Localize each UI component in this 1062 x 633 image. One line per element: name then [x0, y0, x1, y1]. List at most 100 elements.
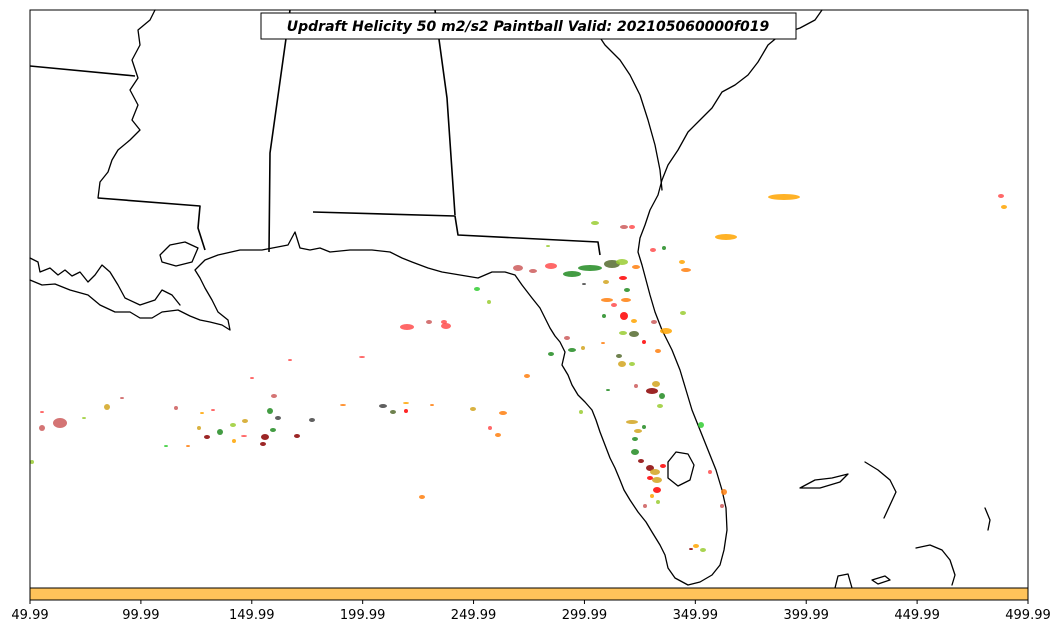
paintball-cell [261, 434, 269, 440]
paintball-cell [564, 336, 570, 340]
paintball-cell [186, 445, 190, 447]
paintball-cell [662, 246, 666, 250]
paintball-cell [689, 548, 693, 550]
cuba-north-coast [834, 573, 853, 589]
paintball-cell [582, 283, 586, 285]
paintball-cell [581, 346, 585, 350]
bahamas-abaco [864, 461, 897, 519]
paintball-cell [271, 394, 277, 398]
map-area [29, 9, 1007, 589]
paintball-cell [568, 348, 576, 352]
paintball-cell [629, 362, 635, 366]
paintball-cell [250, 377, 254, 379]
paintball-cell [657, 404, 663, 408]
paintball-cell [638, 459, 644, 463]
paintball-cell [230, 423, 236, 427]
colorbar-tick-label: 349.99 [673, 608, 719, 623]
paintball-cell [642, 425, 646, 429]
colorbar-tick-label: 199.99 [340, 608, 386, 623]
paintball-cell [681, 268, 691, 272]
paintball-cell [309, 418, 315, 422]
paintball-cell [650, 248, 656, 252]
colorbar-tick-label: 149.99 [229, 608, 275, 623]
paintball-cell [620, 312, 628, 320]
paintball-cell [164, 445, 168, 447]
paintball-cell [488, 426, 492, 430]
paintball-cell [651, 320, 657, 324]
paintball-cell [616, 259, 628, 265]
paintball-cell [601, 342, 605, 344]
paintball-cell [646, 388, 658, 394]
state-border-la-ms [29, 65, 136, 77]
paintball-cell [120, 397, 124, 399]
paintball-cell [294, 434, 300, 438]
paintball-cell [602, 314, 606, 318]
paintball-cell [629, 225, 635, 229]
paintball-cell [631, 319, 637, 323]
paintball-cell [390, 410, 396, 414]
paintball-cell [626, 420, 638, 424]
title-box: Updraft Helicity 50 m2/s2 Paintball Vali… [260, 12, 797, 40]
colorbar-tick-label: 299.99 [562, 608, 608, 623]
paintball-cell [652, 477, 662, 483]
paintball-cell [474, 287, 480, 291]
paintball-cell [426, 320, 432, 324]
paintball-cell [624, 288, 630, 292]
mississippi-river [97, 9, 156, 199]
paintball-cell [359, 356, 365, 358]
paintball-cell [611, 303, 617, 307]
paintball-cell [656, 500, 660, 504]
paintball-cell [621, 298, 631, 302]
paintball-cell [632, 265, 640, 269]
paintball-cell [650, 469, 660, 475]
paintball-cell [616, 354, 622, 358]
paintball-cell [720, 504, 724, 508]
paintball-cells [30, 194, 1007, 552]
paintball-cell [499, 411, 507, 415]
paintball-cell [275, 416, 281, 420]
paintball-cell [174, 406, 178, 410]
paintball-cell [470, 407, 476, 411]
paintball-cell [680, 311, 686, 315]
paintball-cell [513, 265, 523, 271]
paintball-cell [548, 352, 554, 356]
colorbar: 49.99 99.99 149.99 199.99 249.99 299.99 349.99… [11, 587, 1051, 623]
colorbar-tick-label: 99.99 [122, 608, 159, 623]
paintball-cell [267, 408, 273, 414]
paintball-cell [632, 437, 638, 441]
paintball-cell [1001, 205, 1007, 209]
paintball-cell [400, 324, 414, 330]
state-border-al-fl [312, 211, 601, 256]
paintball-cell [620, 225, 628, 229]
colorbar-tick-label: 249.99 [451, 608, 497, 623]
colorbar-ticks: 49.99 99.99 149.99 199.99 249.99 299.99 349.99… [11, 600, 1051, 623]
paintball-cell [619, 276, 627, 280]
paintball-cell [441, 320, 447, 324]
colorbar-tick-label: 499.99 [1005, 608, 1051, 623]
lake-okeechobee [667, 451, 695, 487]
paintball-cell [441, 323, 451, 329]
paintball-cell [619, 331, 627, 335]
paintball-cell [524, 374, 530, 378]
state-border-ms-al [268, 9, 291, 253]
colorbar-fill [29, 587, 1029, 601]
paintball-cell [39, 425, 45, 431]
colorbar-tick-label: 399.99 [783, 608, 829, 623]
paintball-cell [403, 402, 409, 404]
paintball-cell [768, 194, 800, 200]
paintball-cell [660, 464, 666, 468]
paintball-cell [652, 381, 660, 387]
paintball-cell [545, 263, 557, 269]
paintball-cell [603, 280, 609, 284]
paintball-cell [529, 269, 537, 273]
paintball-cell [650, 494, 654, 498]
paintball-cell [53, 418, 67, 428]
paintball-cell [379, 404, 387, 408]
paintball-cell [340, 404, 346, 406]
map-title: Updraft Helicity 50 m2/s2 Paintball Vali… [287, 19, 770, 35]
state-border-ms-south [97, 197, 206, 251]
paintball-cell [232, 439, 236, 443]
paintball-cell [288, 359, 292, 361]
bahamas-small [871, 575, 891, 585]
